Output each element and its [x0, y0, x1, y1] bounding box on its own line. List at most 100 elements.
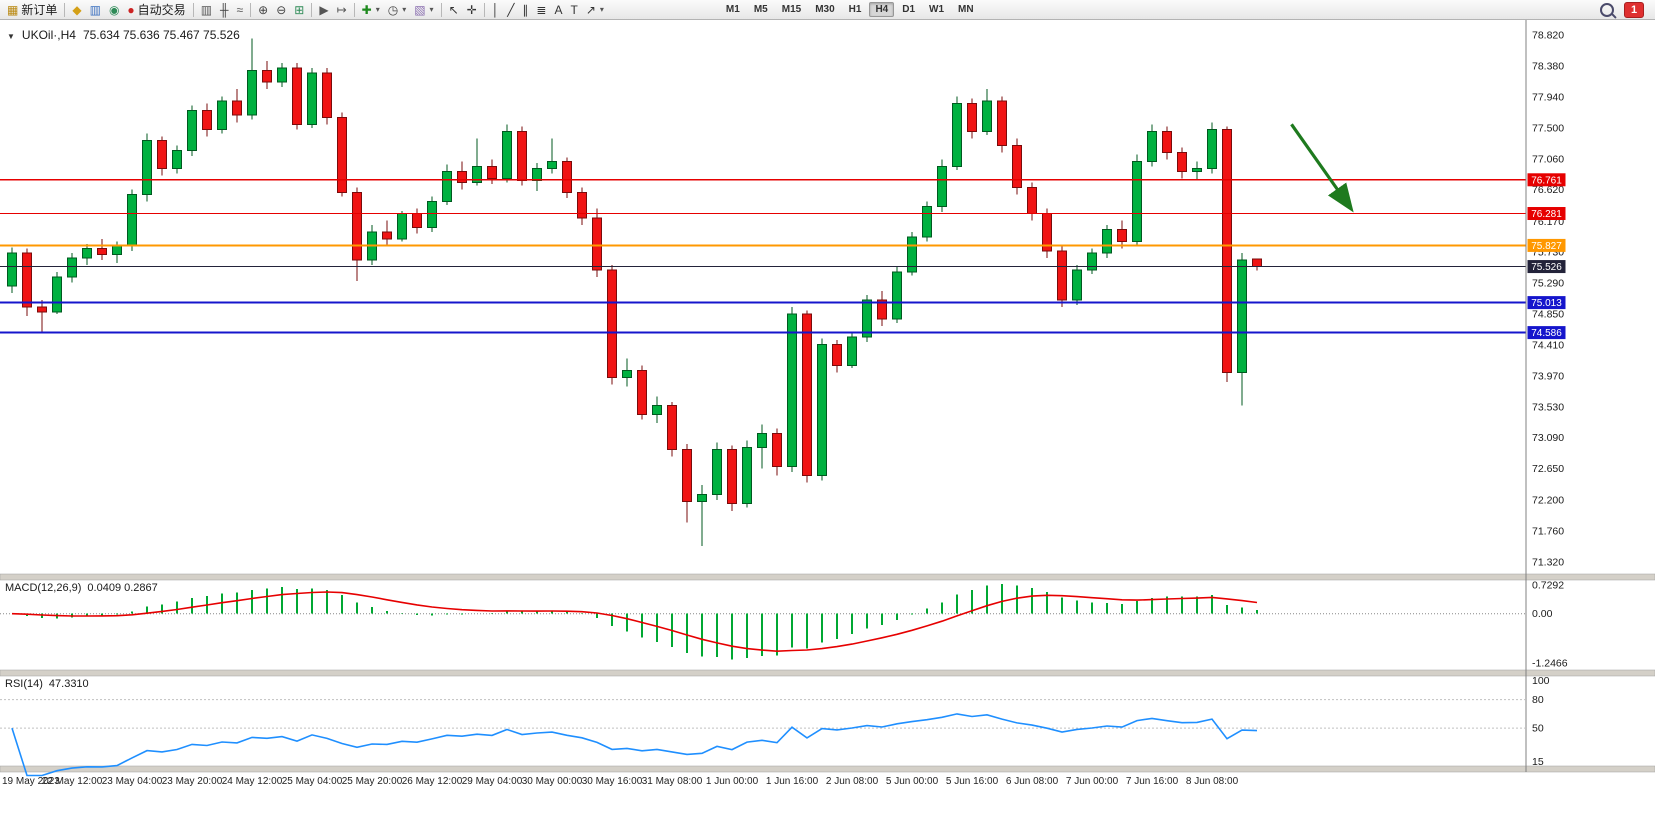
auto-scroll-icon: ▶ — [319, 2, 329, 17]
new-order-icon: ▦ — [7, 2, 19, 17]
tile-windows-icon: ⊞ — [294, 2, 305, 17]
price-level-badge — [1527, 238, 1566, 252]
arrows-button[interactable]: ↗ ▾ — [582, 1, 608, 19]
templates-button[interactable]: ▧ ▾ — [410, 1, 437, 19]
svg-text:78.820: 78.820 — [1532, 30, 1564, 42]
timeframe-button-m30[interactable]: M30 — [815, 4, 835, 15]
cursor-icon: ↖ — [448, 2, 459, 17]
search-icon[interactable] — [1600, 2, 1614, 17]
toolbar-buttons: ▦ 新订单 ◆ ▥ ◉ ● 自动交易 ▥ ╫ ≈ ⊕ ⊖ ⊞ ▶ ↦ ✚ ▾ ◷ ▾ ▧ ▾ ↖ ✛ │ ╱ ∥ ≣ A T ↗ ▾ — [3, 1, 608, 19]
timeframe-button-mn[interactable]: MN — [958, 4, 974, 15]
svg-text:75.013: 75.013 — [1531, 298, 1562, 309]
macd-values: 0.0409 0.2867 — [87, 582, 158, 594]
toolbar: ▦ 新订单 ◆ ▥ ◉ ● 自动交易 ▥ ╫ ≈ ⊕ ⊖ ⊞ ▶ ↦ ✚ ▾ ◷ ▾ ▧ ▾ ↖ ✛ │ ╱ ∥ ≣ A T ↗ ▾ M1 M… — [0, 0, 1655, 20]
new-order-button-label: 新订单 — [21, 3, 58, 17]
fibonacci-button[interactable]: ≣ — [532, 1, 550, 19]
chart-canvas[interactable]: 78.82078.38077.94077.50077.06076.62076.1… — [0, 20, 1655, 827]
auto-scroll-button[interactable]: ▶ — [315, 1, 332, 19]
periods-button[interactable]: ◷ ▾ — [384, 1, 411, 19]
svg-text:5 Jun 00:00: 5 Jun 00:00 — [886, 776, 939, 787]
price-level-badges: 76.761 76.281 75.827 75.526 75.013 74.586 — [1527, 173, 1566, 340]
timeframe-button-m1[interactable]: M1 — [725, 4, 740, 15]
chart-symbol-period: UKOil·,H4 — [21, 28, 76, 42]
navigator-button[interactable]: ◉ — [105, 1, 123, 19]
line-chart-button[interactable]: ≈ — [233, 1, 248, 19]
svg-text:22 May 12:00: 22 May 12:00 — [42, 776, 103, 787]
svg-text:8 Jun 08:00: 8 Jun 08:00 — [1186, 776, 1239, 787]
svg-text:1 Jun 00:00: 1 Jun 00:00 — [706, 776, 759, 787]
svg-text:5 Jun 16:00: 5 Jun 16:00 — [946, 776, 999, 787]
text-button[interactable]: A — [550, 1, 566, 19]
timeframe-button-h1[interactable]: H1 — [848, 4, 862, 15]
timeframe-button-m5[interactable]: M5 — [753, 4, 768, 15]
price-level-badge — [1527, 326, 1566, 340]
fibonacci-icon: ≣ — [536, 2, 547, 17]
toolbar-separator — [311, 2, 313, 17]
svg-text:23 May 20:00: 23 May 20:00 — [162, 776, 223, 787]
trendline-button[interactable]: ╱ — [503, 1, 518, 19]
data-window-button[interactable]: ▥ — [86, 1, 105, 19]
template-icon: ▧ — [414, 2, 426, 17]
cursor-button[interactable]: ↖ — [445, 1, 463, 19]
svg-text:0.00: 0.00 — [1532, 608, 1553, 620]
svg-text:75.827: 75.827 — [1531, 241, 1562, 252]
vertical-line-button[interactable]: │ — [488, 1, 504, 19]
svg-text:19 May 2023: 19 May 2023 — [2, 776, 60, 787]
timeframe-button-m15[interactable]: M15 — [781, 4, 802, 15]
zoom-in-icon: ⊕ — [258, 2, 269, 17]
zoom-out-button[interactable]: ⊖ — [272, 1, 290, 19]
toolbar-separator — [353, 2, 355, 17]
toolbar-separator — [440, 2, 442, 17]
panel-separator[interactable] — [0, 669, 1655, 677]
text-icon: A — [554, 2, 563, 17]
clock-icon: ◷ — [387, 2, 399, 17]
chevron-down-icon: ▾ — [599, 5, 604, 14]
zoom-in-button[interactable]: ⊕ — [254, 1, 272, 19]
timeframe-button-h4[interactable]: H4 — [869, 2, 895, 17]
svg-text:72.650: 72.650 — [1532, 463, 1564, 475]
svg-text:71.760: 71.760 — [1532, 526, 1564, 538]
text-label-button[interactable]: T — [567, 1, 582, 19]
panel-separator[interactable] — [0, 573, 1655, 581]
svg-text:80: 80 — [1532, 694, 1544, 706]
tile-windows-button[interactable]: ⊞ — [290, 1, 308, 19]
trend-arrow-annotation[interactable] — [1290, 123, 1354, 213]
autotrading-icon: ● — [127, 2, 135, 17]
toolbar-separator — [192, 2, 194, 17]
macd-name: MACD(12,26,9) — [5, 582, 82, 594]
text-label-icon: T — [570, 2, 578, 17]
autotrading-button[interactable]: ● 自动交易 — [123, 1, 189, 19]
svg-text:76.620: 76.620 — [1532, 184, 1564, 196]
data-window-icon: ▥ — [89, 2, 101, 17]
price-levels-layer — [0, 179, 1526, 334]
chart-ohlc-values: 75.634 75.636 75.467 75.526 — [82, 28, 240, 42]
bar-chart-button[interactable]: ▥ — [197, 1, 216, 19]
svg-text:77.940: 77.940 — [1532, 91, 1564, 103]
candlestick-chart-button[interactable]: ╫ — [216, 1, 233, 19]
svg-text:25 May 20:00: 25 May 20:00 — [342, 776, 403, 787]
chart-title: UKOil·,H4 75.634 75.636 75.467 75.526 — [7, 28, 240, 42]
new-order-button[interactable]: ▦ 新订单 — [3, 1, 61, 19]
price-level-badge — [1527, 260, 1566, 274]
trendline-icon: ╱ — [507, 2, 515, 17]
toolbar-separator — [64, 2, 66, 17]
svg-text:26 May 12:00: 26 May 12:00 — [402, 776, 463, 787]
toolbar-separator — [250, 2, 252, 17]
market-watch-button[interactable]: ◆ — [68, 1, 85, 19]
svg-text:25 May 04:00: 25 May 04:00 — [282, 776, 343, 787]
chart-shift-button[interactable]: ↦ — [333, 1, 351, 19]
rsi-line — [11, 713, 1258, 777]
chart-collapse-icon[interactable] — [7, 28, 15, 42]
indicators-button[interactable]: ✚ ▾ — [358, 1, 384, 19]
equidistant-channel-button[interactable]: ∥ — [518, 1, 532, 19]
svg-text:73.530: 73.530 — [1532, 401, 1564, 413]
svg-text:71.320: 71.320 — [1532, 557, 1564, 569]
crosshair-button[interactable]: ✛ — [463, 1, 481, 19]
panel-separator[interactable] — [0, 765, 1655, 773]
chevron-down-icon: ▾ — [402, 5, 407, 14]
timeframe-button-w1[interactable]: W1 — [929, 4, 945, 15]
notification-badge[interactable]: 1 — [1624, 1, 1644, 18]
line-chart-icon: ≈ — [236, 2, 244, 17]
timeframe-button-d1[interactable]: D1 — [902, 4, 916, 15]
